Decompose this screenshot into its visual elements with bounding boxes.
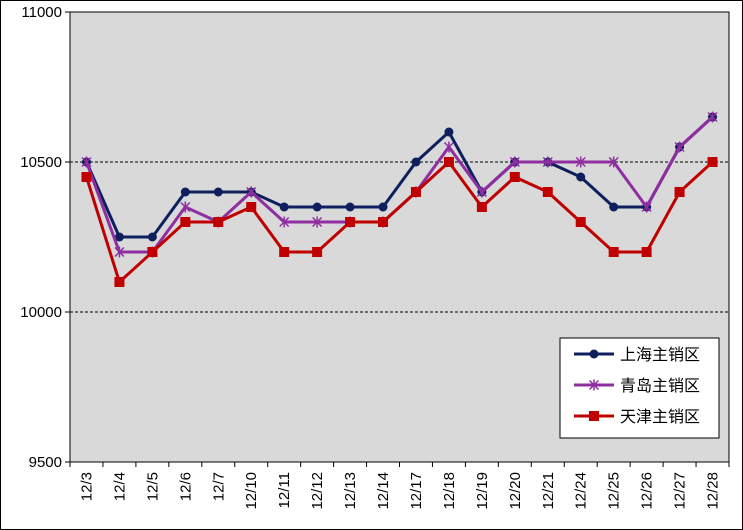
x-tick-label: 12/20 (507, 472, 524, 510)
series-line (85, 115, 714, 239)
data-point (81, 156, 92, 168)
x-tick-label: 12/13 (342, 472, 359, 510)
data-point (444, 127, 454, 137)
data-point (279, 216, 290, 228)
x-tick-label: 12/25 (606, 472, 623, 510)
x-tick-label: 12/14 (375, 472, 392, 510)
x-axis-ticks: 12/3 12/4 12/5 12/6 12/7 12/10 12/11 12/12 12/13… (69, 462, 730, 510)
data-point (542, 187, 553, 197)
data-point (180, 217, 191, 227)
legend-item: 上海主销区 (574, 346, 700, 364)
y-axis-ticks: 9500 10000 10500 11000 (20, 4, 70, 471)
x-tick-label: 12/5 (144, 472, 161, 501)
y-tick-label: 10500 (20, 154, 62, 171)
y-tick-label: 9500 (29, 454, 62, 471)
data-point (609, 202, 619, 212)
x-tick-label: 12/11 (276, 472, 293, 508)
data-point (575, 217, 586, 227)
data-point (641, 201, 652, 213)
data-point (312, 216, 323, 228)
data-point (411, 157, 421, 167)
y-tick-label: 10000 (20, 304, 62, 321)
data-point (345, 217, 356, 227)
data-point (213, 187, 223, 197)
data-point (147, 247, 158, 257)
y-tick-label: 11000 (21, 4, 62, 21)
data-point (443, 157, 454, 167)
data-point (246, 202, 257, 212)
data-point (674, 141, 685, 153)
x-tick-label: 12/28 (705, 472, 722, 510)
legend-item: 青岛主销区 (574, 377, 700, 395)
data-point (589, 411, 599, 421)
x-tick-label: 12/26 (639, 472, 656, 510)
data-point (588, 379, 600, 391)
x-tick-label: 12/3 (78, 472, 95, 501)
x-tick-label: 12/18 (441, 472, 458, 510)
data-point (279, 202, 289, 212)
data-point (707, 157, 718, 167)
legend-label: 青岛主销区 (620, 377, 700, 395)
series-1 (81, 112, 718, 242)
data-point (608, 156, 619, 168)
x-tick-label: 12/17 (408, 472, 425, 510)
data-point (476, 202, 487, 212)
series-group (81, 111, 718, 287)
legend-item: 天津主销区 (574, 408, 700, 426)
data-point (707, 111, 718, 123)
x-tick-label: 12/27 (672, 472, 689, 510)
x-tick-label: 12/24 (573, 472, 590, 510)
data-point (378, 202, 388, 212)
data-point (509, 172, 520, 182)
data-point (410, 187, 421, 197)
series-line (85, 160, 714, 284)
data-point (213, 217, 224, 227)
data-point (641, 247, 652, 257)
data-point (312, 202, 322, 212)
data-point (312, 247, 323, 257)
x-tick-label: 12/4 (111, 472, 128, 501)
data-point (576, 172, 586, 182)
data-point (443, 141, 454, 153)
data-point (114, 246, 125, 258)
series-3 (81, 157, 718, 287)
data-point (674, 187, 685, 197)
data-point (378, 217, 389, 227)
data-point (81, 172, 92, 182)
data-point (509, 156, 520, 168)
x-tick-label: 12/7 (210, 472, 227, 501)
data-point (114, 277, 125, 287)
x-tick-label: 12/10 (243, 472, 260, 510)
data-point (147, 232, 157, 242)
data-point (279, 247, 290, 257)
data-point (589, 349, 599, 359)
legend-label: 天津主销区 (620, 408, 700, 426)
data-point (114, 232, 124, 242)
x-tick-label: 12/6 (177, 472, 194, 501)
data-point (180, 187, 190, 197)
data-point (575, 156, 586, 168)
x-tick-label: 12/19 (474, 472, 491, 510)
data-point (345, 202, 355, 212)
data-point (476, 186, 487, 198)
data-point (246, 186, 257, 198)
x-tick-label: 12/12 (309, 472, 326, 510)
data-point (180, 201, 191, 213)
legend-label: 上海主销区 (620, 346, 700, 364)
data-point (608, 247, 619, 257)
x-tick-label: 12/21 (540, 472, 557, 510)
data-point (542, 156, 553, 168)
